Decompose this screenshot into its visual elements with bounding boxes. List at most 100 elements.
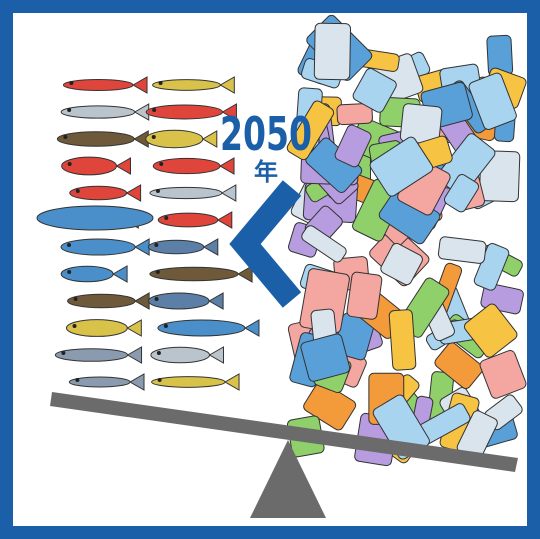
fish-eye [158,81,163,85]
plastic-item [313,22,352,81]
fish-eye [75,378,80,382]
fish-eye [163,324,168,328]
fish-body [69,185,128,201]
fish-tail [201,130,218,148]
fish-pile [36,76,260,391]
fish [149,265,253,283]
fish-body [67,293,136,309]
fish-eye [72,324,77,328]
fish-eye [154,243,159,247]
plastic-item [336,102,373,126]
fish-body [152,79,221,91]
plastic-item [437,236,487,264]
fish-eye [164,216,169,220]
fish [60,103,150,121]
fulcrum [250,440,326,518]
fish-tail [115,157,131,175]
fish [148,292,224,310]
year-unit: 年 [254,158,278,186]
fish-tail [125,184,142,202]
fish-eye [67,108,72,112]
fish [65,319,142,337]
plastic-item [434,342,484,390]
plastic-item [346,271,383,320]
fish [152,157,235,175]
plastic-item [388,309,417,371]
fish-eye [154,297,159,301]
fish-eye [67,162,72,166]
plastic-item [300,333,351,382]
fish [56,130,149,148]
fish-tail [202,238,219,256]
fish [69,184,142,202]
fish-tail [129,373,145,391]
fish-eye [75,189,80,193]
fish-eye [155,189,160,193]
fish [147,238,219,256]
less-than-sign [229,180,302,308]
fish-eye [67,243,72,247]
fish-body [149,186,223,200]
fish-body [151,376,226,388]
plastic-item [468,72,517,130]
fish-tail [220,184,237,202]
fish-body [157,212,219,228]
fish-eye [155,270,160,274]
plastic-item [286,100,335,161]
plastic-item [380,242,423,286]
plastic-item [301,225,347,263]
fish-eye [73,297,78,301]
plastic-item [443,174,480,213]
fish [152,76,235,94]
plastic-item [334,124,372,168]
fish [157,211,233,229]
fish [145,103,237,121]
fish-tail [208,346,225,364]
fish-eye [152,108,157,112]
fish [145,129,218,149]
fish [62,76,148,94]
fish-tail [208,292,224,310]
fish-tail [112,265,128,283]
fish-body [147,239,205,255]
fish-body [149,266,239,282]
fish-body [61,156,117,176]
fish-eye [61,351,66,355]
fish-body [68,376,131,388]
fish-body [60,265,114,283]
fish-body [150,346,211,364]
fish [150,346,225,364]
fish-body [56,131,135,147]
fish-tail [216,211,233,229]
fish-eye [159,162,164,166]
fish-tail [221,103,237,121]
fish-tail [126,346,143,364]
plastic-item [369,136,434,197]
fish-body [54,348,129,362]
fish-body [152,157,221,175]
fish-body [62,79,134,91]
fish-body [60,105,136,119]
plastic-item [463,303,518,358]
fish [151,373,240,391]
fish [157,319,260,337]
plastic-item [478,150,521,203]
plastic-item [352,68,397,113]
fish [68,373,145,391]
fish-body [148,292,210,310]
fish-eye [67,270,72,274]
plastic-item [436,133,496,197]
fish-tail [219,157,235,175]
fish [60,265,128,283]
plastic-pile [286,14,527,467]
fish [54,346,143,364]
year: 2050 [220,107,312,161]
fish-eye [69,81,74,85]
fish-body [145,104,223,120]
balance-beam [50,392,518,472]
fish-eye [156,351,161,355]
fish-body [65,319,128,337]
fish [149,184,237,202]
fish-tail [237,265,253,283]
